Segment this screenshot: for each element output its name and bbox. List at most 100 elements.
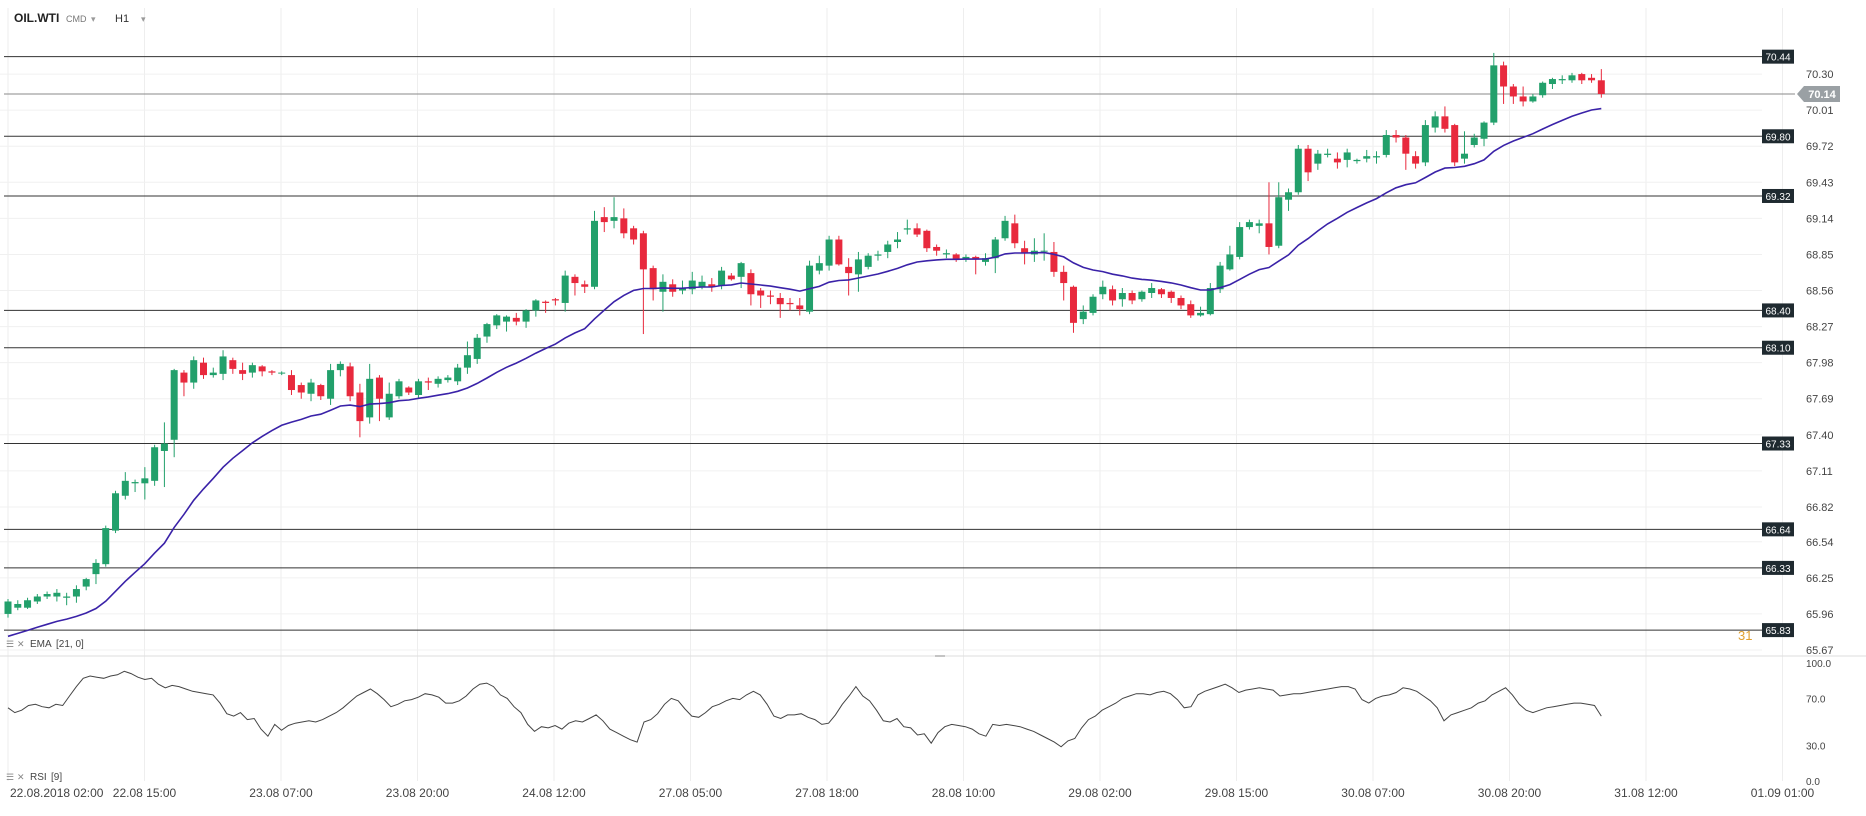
candle[interactable] (884, 240, 892, 259)
candle[interactable] (1167, 290, 1175, 303)
candle[interactable] (1412, 151, 1420, 169)
candle[interactable] (1314, 149, 1322, 170)
candle[interactable] (1236, 222, 1244, 260)
candle[interactable] (659, 274, 667, 312)
candle[interactable] (1255, 219, 1263, 234)
candle[interactable] (1558, 75, 1566, 85)
timeframe-dropdown-icon[interactable]: ▾ (141, 14, 146, 24)
candle[interactable] (278, 371, 286, 376)
candle[interactable] (415, 378, 423, 398)
candle[interactable] (1324, 148, 1332, 158)
candle[interactable] (327, 363, 335, 405)
candle[interactable] (444, 375, 452, 383)
candle[interactable] (209, 367, 217, 378)
candle[interactable] (1245, 219, 1253, 230)
candle[interactable] (815, 255, 823, 275)
candle[interactable] (121, 472, 129, 500)
candle[interactable] (835, 235, 843, 266)
candle[interactable] (503, 315, 511, 332)
candle[interactable] (1382, 130, 1390, 158)
candle[interactable] (180, 370, 188, 397)
candle[interactable] (1480, 121, 1488, 147)
candle[interactable] (385, 382, 393, 420)
candle[interactable] (796, 297, 804, 316)
candle[interactable] (336, 361, 344, 377)
candle[interactable] (864, 253, 872, 270)
candle[interactable] (493, 314, 501, 330)
candle[interactable] (1431, 111, 1439, 133)
candle[interactable] (1333, 152, 1341, 169)
candle[interactable] (747, 269, 755, 306)
candle[interactable] (708, 278, 716, 292)
candle[interactable] (962, 254, 970, 262)
candle[interactable] (1069, 285, 1077, 333)
candle[interactable] (1040, 233, 1048, 261)
candle[interactable] (825, 235, 833, 271)
candle[interactable] (92, 559, 100, 585)
candle[interactable] (1392, 130, 1400, 143)
candle[interactable] (532, 299, 540, 317)
candle[interactable] (1089, 294, 1097, 316)
candle[interactable] (160, 422, 168, 488)
candle[interactable] (1157, 288, 1165, 298)
candle[interactable] (297, 382, 305, 399)
candle[interactable] (463, 341, 471, 374)
candle[interactable] (512, 312, 520, 326)
candle[interactable] (1128, 290, 1136, 305)
symbol-dropdown-icon[interactable]: ▾ (91, 14, 96, 24)
candle[interactable] (903, 219, 911, 235)
candle[interactable] (894, 232, 902, 249)
candle[interactable] (1402, 135, 1410, 170)
candle[interactable] (151, 444, 159, 486)
candle[interactable] (1060, 265, 1068, 301)
candle[interactable] (942, 249, 950, 259)
candle[interactable] (405, 386, 413, 395)
candle[interactable] (620, 208, 628, 239)
candle[interactable] (571, 274, 579, 296)
candle[interactable] (190, 356, 198, 389)
candle[interactable] (874, 250, 882, 261)
candle[interactable] (131, 479, 139, 493)
candle[interactable] (258, 365, 266, 377)
legend-settings-icon[interactable]: ☰ (6, 639, 14, 649)
candle[interactable] (1539, 81, 1547, 98)
candle[interactable] (522, 309, 530, 328)
candle[interactable] (757, 288, 765, 308)
candle[interactable] (1568, 72, 1576, 83)
candle[interactable] (72, 585, 80, 603)
candle[interactable] (1451, 123, 1459, 167)
candle[interactable] (170, 368, 178, 458)
candle[interactable] (1138, 290, 1146, 302)
candle[interactable] (268, 370, 276, 376)
candle[interactable] (102, 525, 110, 567)
candle[interactable] (112, 490, 120, 534)
candle[interactable] (933, 244, 941, 256)
candle[interactable] (845, 258, 853, 296)
candle[interactable] (356, 383, 364, 438)
candle[interactable] (1187, 300, 1195, 318)
candle[interactable] (307, 378, 315, 402)
candle[interactable] (688, 271, 696, 295)
candle[interactable] (1011, 214, 1019, 249)
ema-legend-label[interactable]: EMA (30, 639, 52, 650)
candle[interactable] (424, 377, 432, 391)
candle[interactable] (82, 577, 90, 591)
candle[interactable] (1343, 148, 1351, 168)
candle[interactable] (1177, 295, 1185, 310)
candle[interactable] (366, 363, 374, 424)
candle[interactable] (317, 383, 325, 400)
candle[interactable] (1294, 144, 1302, 195)
candle[interactable] (1206, 283, 1214, 316)
candle[interactable] (952, 253, 960, 262)
candle[interactable] (14, 600, 22, 611)
candle[interactable] (1597, 69, 1605, 98)
candle[interactable] (219, 350, 227, 381)
candle[interactable] (1578, 72, 1586, 85)
candle[interactable] (649, 265, 657, 301)
candle[interactable] (43, 591, 51, 599)
candle[interactable] (1460, 131, 1468, 164)
candle[interactable] (395, 378, 403, 399)
candle[interactable] (1588, 74, 1596, 83)
candle[interactable] (551, 297, 559, 306)
candle[interactable] (923, 229, 931, 252)
